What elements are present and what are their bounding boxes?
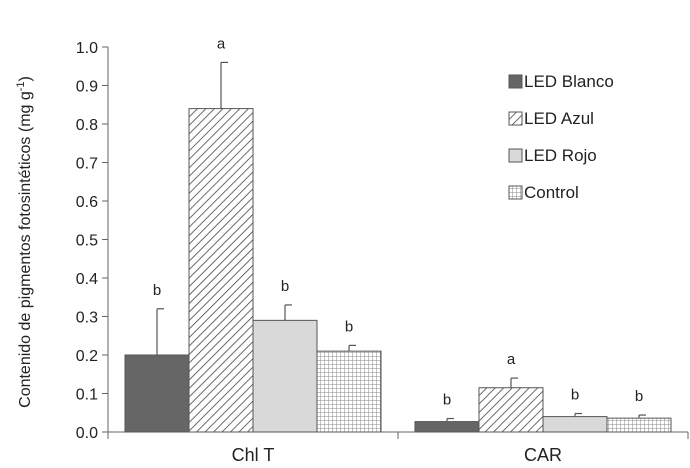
significance-label: b [571,387,579,404]
bar [316,350,382,433]
legend-swatch [508,74,523,89]
y-tick-label: 0.2 [76,348,98,365]
legend-label: LED Rojo [524,146,597,165]
y-tick-label: 0.6 [76,194,98,211]
significance-label: b [443,392,451,409]
bar [252,319,318,433]
legend-label: LED Azul [524,109,594,128]
y-tick-label: 0.9 [76,79,98,96]
y-axis-label: Contenido de pigmentos fotosintéticos (m… [15,76,34,408]
legend-label: LED Blanco [524,72,614,91]
y-tick-label: 1.0 [76,40,98,57]
bars: b a b b b a b b [124,35,672,433]
y-tick-label: 0.3 [76,310,98,327]
legend-swatch [508,148,523,163]
bar [606,417,672,433]
y-axis: 0.0 0.1 0.2 0.3 0.4 0.5 0.6 0.7 0.8 0.9 1.0 [76,40,109,442]
legend-label: Control [524,183,579,202]
y-axis-title: Contenido de pigmentos fotosintéticos (m… [15,76,34,408]
x-axis: Chl T CAR [107,431,689,465]
y-tick-label: 0.4 [76,271,98,288]
legend-swatch [508,111,523,126]
significance-label: a [507,351,516,368]
bar [542,416,608,433]
x-tick-label: CAR [524,445,562,465]
significance-label: b [635,388,643,405]
legend-swatch [508,185,523,200]
x-tick-label: Chl T [232,445,275,465]
significance-label: b [281,278,289,295]
significance-label: b [345,318,353,335]
y-tick-label: 0.5 [76,233,98,250]
significance-label: a [217,35,226,52]
bar [188,108,254,433]
bar [124,354,190,433]
bar [478,387,544,433]
y-tick-label: 0.1 [76,387,98,404]
bar [414,421,480,433]
y-tick-label: 0.8 [76,117,98,134]
y-tick-label: 0.7 [76,156,98,173]
y-tick-label: 0.0 [76,425,98,442]
legend: LED Blanco LED Azul LED Rojo Control [508,72,614,202]
significance-label: b [153,282,161,299]
